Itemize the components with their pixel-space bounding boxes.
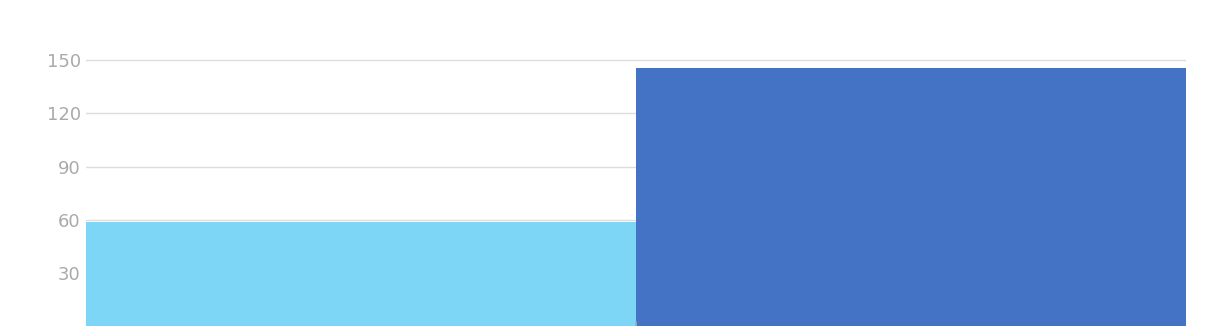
Bar <box>86 222 636 326</box>
Bar <box>636 68 1186 326</box>
